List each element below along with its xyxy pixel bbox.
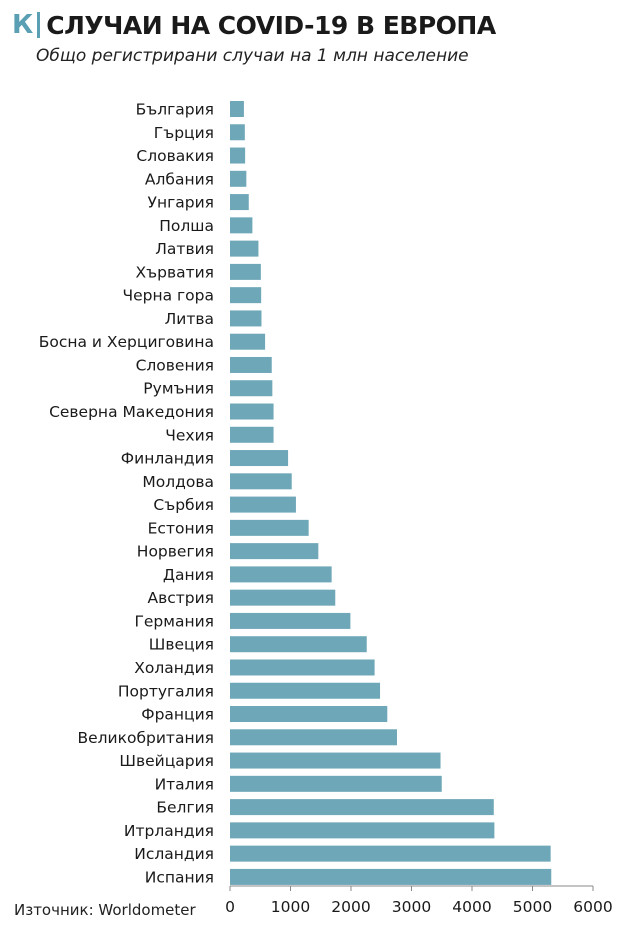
- x-tick-label: 3000: [392, 898, 431, 916]
- bar: [230, 310, 262, 327]
- bar: [230, 706, 388, 723]
- x-tick-label: 4000: [452, 898, 491, 916]
- bar: [230, 729, 397, 746]
- category-label: Италия: [155, 775, 214, 793]
- bar: [230, 543, 319, 560]
- category-label: Латвия: [155, 240, 214, 258]
- bar: [230, 240, 259, 257]
- category-label: Великобритания: [77, 729, 214, 747]
- category-label: Литва: [165, 310, 214, 328]
- bar: [230, 170, 247, 187]
- bar: [230, 426, 274, 443]
- bar: [230, 868, 552, 885]
- bar: [230, 775, 442, 792]
- bar: [230, 356, 272, 373]
- category-label: Словакия: [136, 147, 214, 165]
- category-label: Итрландия: [124, 822, 214, 840]
- bar: [230, 450, 289, 467]
- bar: [230, 217, 253, 234]
- chart-title: СЛУЧАИ НА COVID-19 В ЕВРОПА: [46, 10, 496, 40]
- bar: [230, 566, 332, 583]
- category-label: Австрия: [147, 589, 214, 607]
- bar: [230, 194, 249, 211]
- bar: [230, 287, 262, 304]
- category-label: Албания: [145, 170, 214, 188]
- bar: [230, 403, 274, 420]
- category-label: Румъния: [143, 380, 214, 398]
- category-label: Молдова: [142, 473, 214, 491]
- category-label: Черна гора: [122, 287, 214, 305]
- category-label: Босна и Херциговина: [39, 333, 214, 351]
- category-label: Гърция: [154, 124, 214, 142]
- bar: [230, 473, 292, 490]
- category-label: Чехия: [165, 426, 214, 444]
- category-label: Франция: [141, 706, 214, 724]
- category-label: Норвегия: [137, 543, 214, 561]
- category-label: Португалия: [118, 682, 214, 700]
- category-label: Белгия: [156, 799, 214, 817]
- category-label: България: [136, 101, 214, 119]
- category-label: Полша: [159, 217, 214, 235]
- category-label: Словения: [136, 356, 214, 374]
- x-tick-label: 2000: [331, 898, 370, 916]
- category-label: Дания: [163, 566, 214, 584]
- bar: [230, 659, 375, 676]
- bar: [230, 752, 441, 769]
- category-label: Исландия: [134, 845, 214, 863]
- logo-divider: [37, 12, 41, 38]
- bar: [230, 845, 551, 862]
- bar: [230, 333, 266, 350]
- category-label: Сърбия: [153, 496, 214, 514]
- publication-logo: К: [12, 10, 34, 40]
- category-label: Финландия: [121, 450, 214, 468]
- bar: [230, 822, 495, 839]
- chart-header: К СЛУЧАИ НА COVID-19 В ЕВРОПА: [12, 8, 496, 42]
- category-label: Швейцария: [119, 752, 214, 770]
- category-label: Германия: [134, 612, 214, 630]
- bar: [230, 380, 273, 397]
- category-label: Хърватия: [136, 263, 214, 281]
- x-tick-label: 1000: [271, 898, 310, 916]
- x-tick-label: 0: [225, 898, 235, 916]
- category-label: Холандия: [134, 659, 214, 677]
- category-label: Естония: [148, 519, 214, 537]
- category-label: Северна Македония: [49, 403, 214, 421]
- bar: [230, 496, 296, 513]
- bar: [230, 636, 367, 653]
- category-label: Испания: [145, 868, 214, 886]
- bar: [230, 101, 244, 117]
- chart-subtitle: Общо регистрирани случаи на 1 млн населе…: [36, 46, 469, 66]
- bar: [230, 682, 381, 699]
- x-tick-label: 5000: [513, 898, 552, 916]
- source-note: Източник: Worldometer: [14, 901, 196, 919]
- bar: [230, 124, 245, 141]
- bar: [230, 147, 246, 164]
- bar: [230, 263, 261, 280]
- bar: [230, 612, 351, 629]
- category-label: Швеция: [149, 636, 214, 654]
- bar: [230, 589, 336, 606]
- category-label: Унгария: [148, 194, 214, 212]
- bar: [230, 799, 494, 816]
- bar: [230, 519, 309, 536]
- x-tick-label: 6000: [573, 898, 612, 916]
